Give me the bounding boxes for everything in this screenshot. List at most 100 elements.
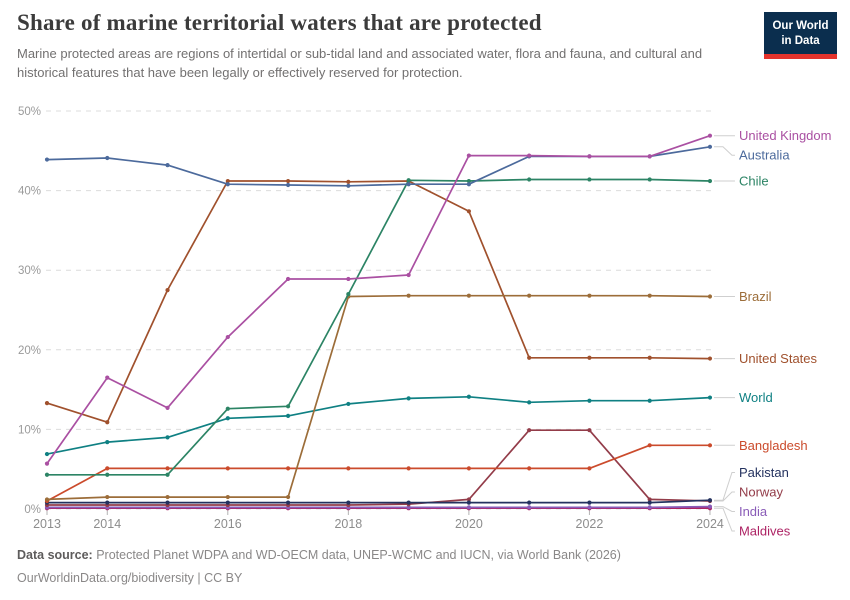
series-line-brazil[interactable] xyxy=(46,294,711,501)
series-dot-united-kingdom xyxy=(225,334,230,340)
x-tick-label: 2014 xyxy=(93,517,121,531)
series-dot-australia xyxy=(165,163,170,168)
series-dot-world xyxy=(406,396,411,401)
series-dot-united-kingdom xyxy=(587,154,592,159)
series-dot-world xyxy=(707,395,713,400)
series-dot-brazil xyxy=(285,494,291,500)
series-dot-pakistan xyxy=(527,500,532,505)
entity-label-brazil[interactable]: Brazil xyxy=(739,289,772,304)
series-line-norway[interactable] xyxy=(46,429,711,506)
series-dot-united-states xyxy=(44,401,50,406)
y-tick-label: 50% xyxy=(18,106,41,118)
entity-label-united-states[interactable]: United States xyxy=(739,351,818,366)
entity-label-pakistan[interactable]: Pakistan xyxy=(739,465,789,480)
series-dot-bangladesh xyxy=(527,466,532,471)
series-line-chile[interactable] xyxy=(46,178,711,476)
series-dot-united-states xyxy=(165,288,170,293)
series-dot-pakistan xyxy=(466,500,471,505)
series-dot-united-kingdom xyxy=(44,461,50,466)
series-dot-world xyxy=(165,435,170,440)
series-dot-australia xyxy=(225,182,230,187)
series-dot-india xyxy=(466,505,471,510)
series-dot-pakistan xyxy=(647,500,652,505)
entity-label-world[interactable]: World xyxy=(739,390,773,405)
series-dot-united-states xyxy=(527,355,532,360)
label-connector-pakistan xyxy=(713,472,735,501)
series-dot-bangladesh xyxy=(406,466,411,471)
series-dot-chile xyxy=(707,178,713,184)
series-dot-united-states xyxy=(285,178,291,184)
series-dot-united-kingdom xyxy=(527,153,532,158)
series-line-united-kingdom[interactable] xyxy=(46,134,711,465)
entity-label-bangladesh[interactable]: Bangladesh xyxy=(739,438,808,453)
series-line-bangladesh[interactable] xyxy=(46,444,711,502)
series-dot-brazil xyxy=(707,294,713,299)
series-dot-pakistan xyxy=(406,500,411,505)
series-dot-united-states xyxy=(105,420,110,425)
series-dot-bangladesh xyxy=(225,466,230,471)
series-line-united-states[interactable] xyxy=(46,180,711,424)
series-dot-bangladesh xyxy=(105,466,110,471)
series-dot-united-kingdom xyxy=(406,272,411,278)
series-dot-brazil xyxy=(225,494,230,500)
series-dot-bangladesh xyxy=(346,466,351,471)
series-dot-united-kingdom xyxy=(346,276,351,282)
label-connector-maldives xyxy=(713,507,735,532)
series-dot-chile xyxy=(466,178,471,184)
footer-link[interactable]: OurWorldinData.org/biodiversity xyxy=(17,570,194,585)
series-dot-world xyxy=(285,413,291,418)
series-dot-pakistan xyxy=(346,500,351,505)
series-dot-world xyxy=(587,398,592,403)
x-tick-label: 2020 xyxy=(455,517,483,531)
series-dot-australia xyxy=(346,183,351,188)
series-dot-pakistan xyxy=(587,500,592,505)
series-dot-brazil xyxy=(44,497,50,502)
entity-label-australia[interactable]: Australia xyxy=(739,148,790,163)
series-dot-world xyxy=(105,440,110,445)
series-dot-pakistan xyxy=(707,498,713,503)
series-line-india[interactable] xyxy=(46,505,711,509)
entity-label-maldives[interactable]: Maldives xyxy=(739,524,791,539)
y-tick-label: 30% xyxy=(18,265,41,277)
series-dot-australia xyxy=(105,155,110,161)
series-dot-india xyxy=(527,505,532,510)
series-dot-australia xyxy=(44,157,50,162)
y-tick-label: 20% xyxy=(18,345,41,357)
entity-label-chile[interactable]: Chile xyxy=(739,174,769,189)
owid-logo[interactable]: Our World in Data xyxy=(764,12,837,60)
series-dot-brazil xyxy=(587,293,592,298)
series-line-world[interactable] xyxy=(46,395,711,455)
series-line-pakistan[interactable] xyxy=(46,499,711,504)
x-tick-label: 2018 xyxy=(334,517,362,531)
label-connector-australia xyxy=(713,146,735,156)
entity-label-united-kingdom[interactable]: United Kingdom xyxy=(739,128,832,143)
series-dot-world xyxy=(44,451,50,457)
series-dot-united-kingdom xyxy=(707,133,713,138)
series-dot-india xyxy=(587,505,592,510)
entity-label-norway[interactable]: Norway xyxy=(739,485,784,500)
series-dot-brazil xyxy=(527,293,532,298)
series-dot-india xyxy=(647,505,652,510)
series-dot-norway xyxy=(527,428,532,433)
footer-license[interactable]: CC BY xyxy=(204,570,243,585)
data-source-text: Protected Planet WDPA and WD-OECM data, … xyxy=(92,548,621,562)
page-title: Share of marine territorial waters that … xyxy=(17,10,542,35)
series-dot-united-states xyxy=(225,178,230,184)
series-dot-chile xyxy=(587,177,592,182)
series-dot-india xyxy=(707,504,713,509)
series-dot-chile xyxy=(44,472,50,477)
series-dot-chile xyxy=(105,472,110,477)
series-dot-pakistan xyxy=(165,500,170,505)
y-tick-label: 0% xyxy=(24,504,41,516)
entity-label-india[interactable]: India xyxy=(739,504,768,519)
series-dot-bangladesh xyxy=(285,466,291,471)
series-dot-brazil xyxy=(105,494,110,500)
series-dot-world xyxy=(527,400,532,405)
series-dot-united-kingdom xyxy=(466,153,471,158)
series-dot-bangladesh xyxy=(647,443,652,448)
label-connector-india xyxy=(713,506,735,512)
series-dot-united-kingdom xyxy=(105,375,110,380)
series-dot-australia xyxy=(707,144,713,149)
